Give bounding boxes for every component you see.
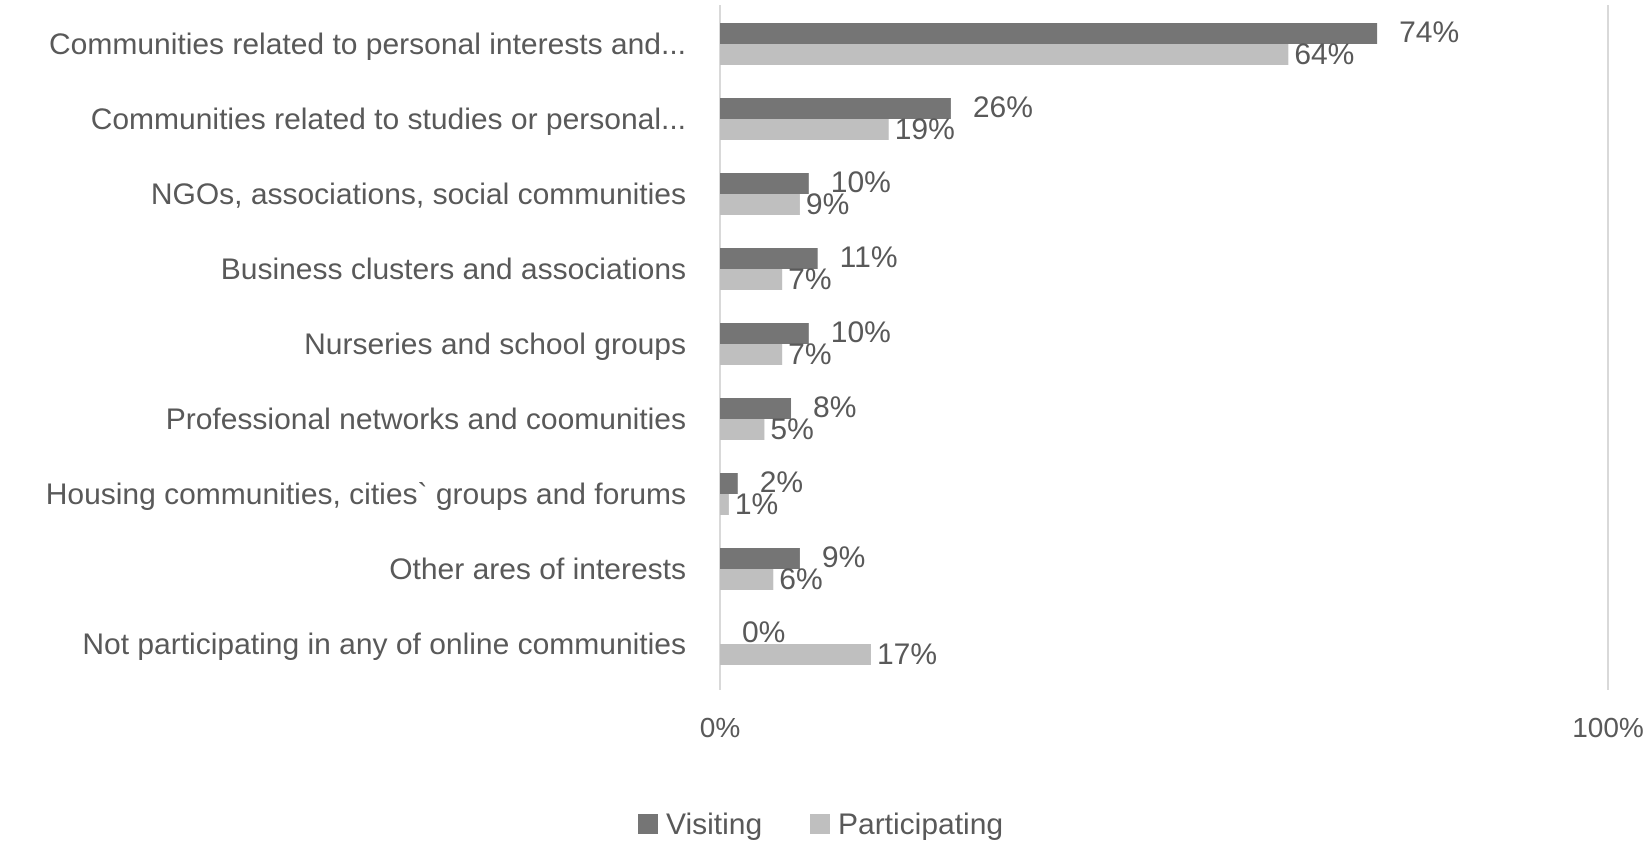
bar-participating bbox=[720, 269, 783, 290]
value-label-visiting: 10% bbox=[831, 166, 891, 199]
bars bbox=[720, 23, 1378, 665]
value-label-participating: 19% bbox=[895, 113, 955, 146]
value-label-participating: 9% bbox=[806, 188, 849, 221]
bar-visiting bbox=[720, 398, 792, 419]
bar-visiting bbox=[720, 23, 1378, 44]
value-label-visiting: 10% bbox=[831, 316, 891, 349]
x-tick-label: 100% bbox=[1572, 712, 1644, 743]
value-label-participating: 6% bbox=[779, 563, 822, 596]
category-label: Professional networks and coomunities bbox=[166, 403, 686, 436]
bar-participating bbox=[720, 44, 1289, 65]
bar-participating bbox=[720, 344, 783, 365]
value-label-participating: 5% bbox=[770, 413, 813, 446]
category-label: Nurseries and school groups bbox=[304, 328, 686, 361]
bar-visiting bbox=[720, 98, 951, 119]
bar-visiting bbox=[720, 548, 800, 569]
value-label-visiting: 74% bbox=[1399, 16, 1459, 49]
value-label-participating: 64% bbox=[1294, 38, 1354, 71]
category-label: Business clusters and associations bbox=[221, 253, 686, 286]
category-label: NGOs, associations, social communities bbox=[151, 178, 686, 211]
value-label-participating: 17% bbox=[877, 638, 937, 671]
bar-participating bbox=[720, 119, 889, 140]
x-axis-tick-labels: 0% 100% bbox=[700, 712, 1644, 743]
category-label: Communities related to studies or person… bbox=[91, 103, 686, 136]
value-label-visiting: 11% bbox=[840, 241, 898, 274]
value-labels: 74%64%26%19%10%9%11%7%10%7%8%5%2%1%9%6%0… bbox=[735, 16, 1459, 671]
x-tick-label: 0% bbox=[700, 712, 740, 743]
bar-participating bbox=[720, 644, 871, 665]
value-label-participating: 7% bbox=[788, 263, 831, 296]
category-label: Other ares of interests bbox=[389, 553, 686, 586]
bar-visiting bbox=[720, 323, 809, 344]
bar-participating bbox=[720, 494, 729, 515]
bar-visiting bbox=[720, 173, 809, 194]
category-label: Not participating in any of online commu… bbox=[82, 628, 686, 661]
value-label-visiting: 8% bbox=[813, 391, 856, 424]
value-label-visiting: 9% bbox=[822, 541, 865, 574]
bar-visiting bbox=[720, 473, 738, 494]
category-label: Housing communities, cities` groups and … bbox=[46, 478, 686, 511]
bar-visiting bbox=[720, 248, 818, 269]
value-label-visiting: 26% bbox=[973, 91, 1033, 124]
legend-swatch-visiting bbox=[638, 814, 658, 834]
value-label-visiting: 2% bbox=[760, 466, 803, 499]
legend-swatch-participating bbox=[810, 814, 830, 834]
bar-participating bbox=[720, 194, 800, 215]
value-label-participating: 7% bbox=[788, 338, 831, 371]
value-label-participating: 1% bbox=[735, 488, 778, 521]
category-labels: Communities related to personal interest… bbox=[46, 28, 686, 661]
bar-participating bbox=[720, 569, 774, 590]
legend: Visiting Participating bbox=[638, 808, 1003, 841]
legend-label-participating: Participating bbox=[838, 808, 1003, 841]
value-label-visiting: 0% bbox=[742, 616, 785, 649]
bar-participating bbox=[720, 419, 765, 440]
category-label: Communities related to personal interest… bbox=[49, 28, 686, 61]
legend-label-visiting: Visiting bbox=[666, 808, 762, 841]
